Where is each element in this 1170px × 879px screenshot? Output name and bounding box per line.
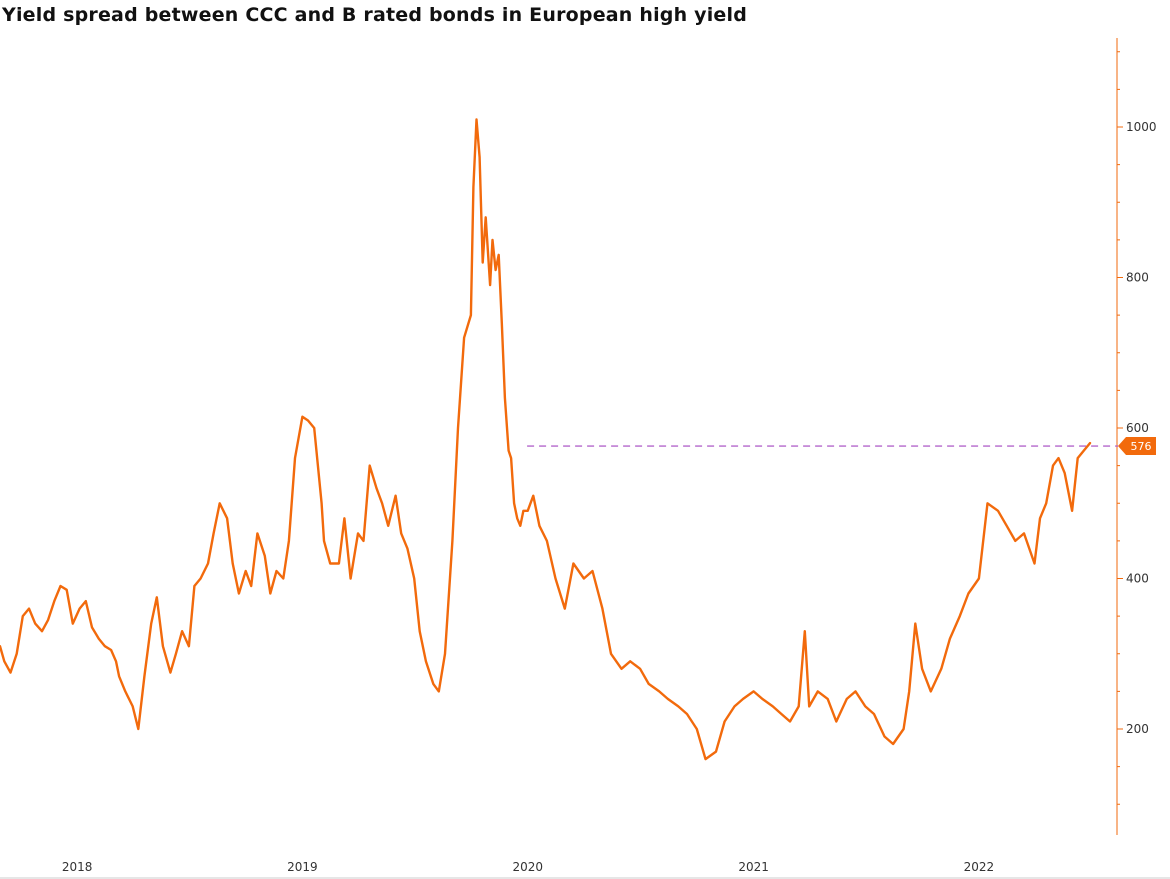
x-axis: 2018 2019 2020 2021 2022: [0, 860, 1170, 879]
x-tick-label: 2020: [512, 860, 543, 874]
current-value-marker-layer: 576: [1118, 437, 1156, 456]
current-value-label: 576: [1131, 440, 1152, 453]
x-tick-label: 2019: [287, 860, 318, 874]
series-line-0: [0, 118, 1092, 761]
current-value-badge: [1118, 437, 1156, 456]
y-tick-label: 800: [1126, 271, 1149, 285]
y-tick-label: 200: [1126, 722, 1149, 736]
x-tick-label: 2022: [964, 860, 995, 874]
series-layer: [0, 118, 1092, 761]
chart-title: Yield spread between CCC and B rated bon…: [2, 4, 748, 26]
y-tick-label: 600: [1126, 421, 1149, 435]
x-tick-label: 2021: [738, 860, 769, 874]
y-tick-label: 1000: [1126, 120, 1157, 134]
x-tick-label: 2018: [62, 860, 93, 874]
y-tick-label: 400: [1126, 572, 1149, 586]
y-axis: 200 400 600 800 1000: [1116, 38, 1157, 835]
